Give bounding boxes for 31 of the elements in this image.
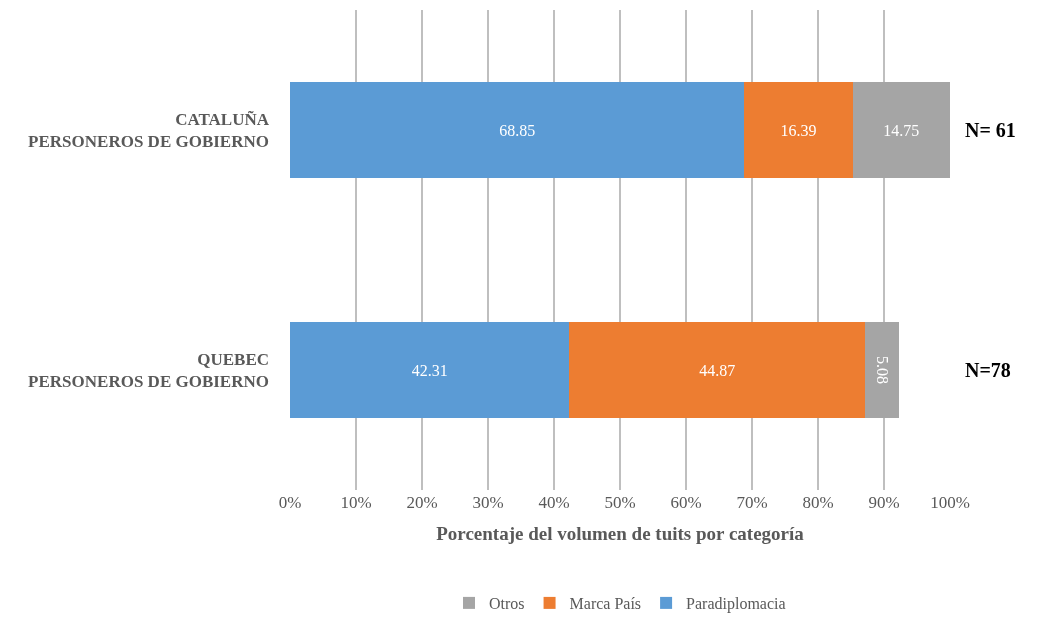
bar	[865, 322, 899, 418]
data-label: 68.85	[499, 121, 536, 139]
data-label: 44.87	[699, 361, 736, 379]
x-tick-label: 10%	[340, 493, 372, 512]
text: N=78	[965, 359, 1011, 381]
data-label: 16.39	[780, 121, 817, 139]
legend-label: Paradiplomacia	[686, 595, 786, 614]
x-tick-label: 60%	[670, 493, 702, 512]
legend-label: Otros	[489, 595, 525, 613]
x-tick-label: 50%	[604, 493, 636, 512]
bar	[852, 82, 950, 178]
x-tick-label: 90%	[868, 493, 900, 512]
bar	[290, 82, 745, 178]
data-label: 5.08	[873, 356, 891, 384]
x-tick-label: 0%	[278, 493, 302, 512]
bar	[290, 322, 570, 418]
bar	[744, 82, 853, 178]
bar	[569, 322, 866, 418]
x-tick-label: 100%	[930, 493, 970, 512]
y-tick-label: QUEBEC PERSONEROS DE GOBIERNO	[28, 349, 269, 391]
x-tick-label: 30%	[472, 493, 504, 512]
data-label: 42.31	[411, 361, 448, 379]
legend-label: Marca País	[569, 595, 642, 613]
y-tick-label: CATALUÑA PERSONEROS DE GOBIERNO	[28, 109, 270, 151]
x-axis-title: Porcentaje del volumen de tuits por categoría	[436, 522, 805, 544]
data-label: 14.75	[883, 121, 920, 139]
x-tick-label: 70%	[736, 493, 768, 512]
x-tick-label: 40%	[538, 493, 570, 512]
text: N= 61	[965, 119, 1016, 141]
x-tick-label: 80%	[802, 493, 834, 512]
x-tick-label: 20%	[406, 493, 438, 512]
